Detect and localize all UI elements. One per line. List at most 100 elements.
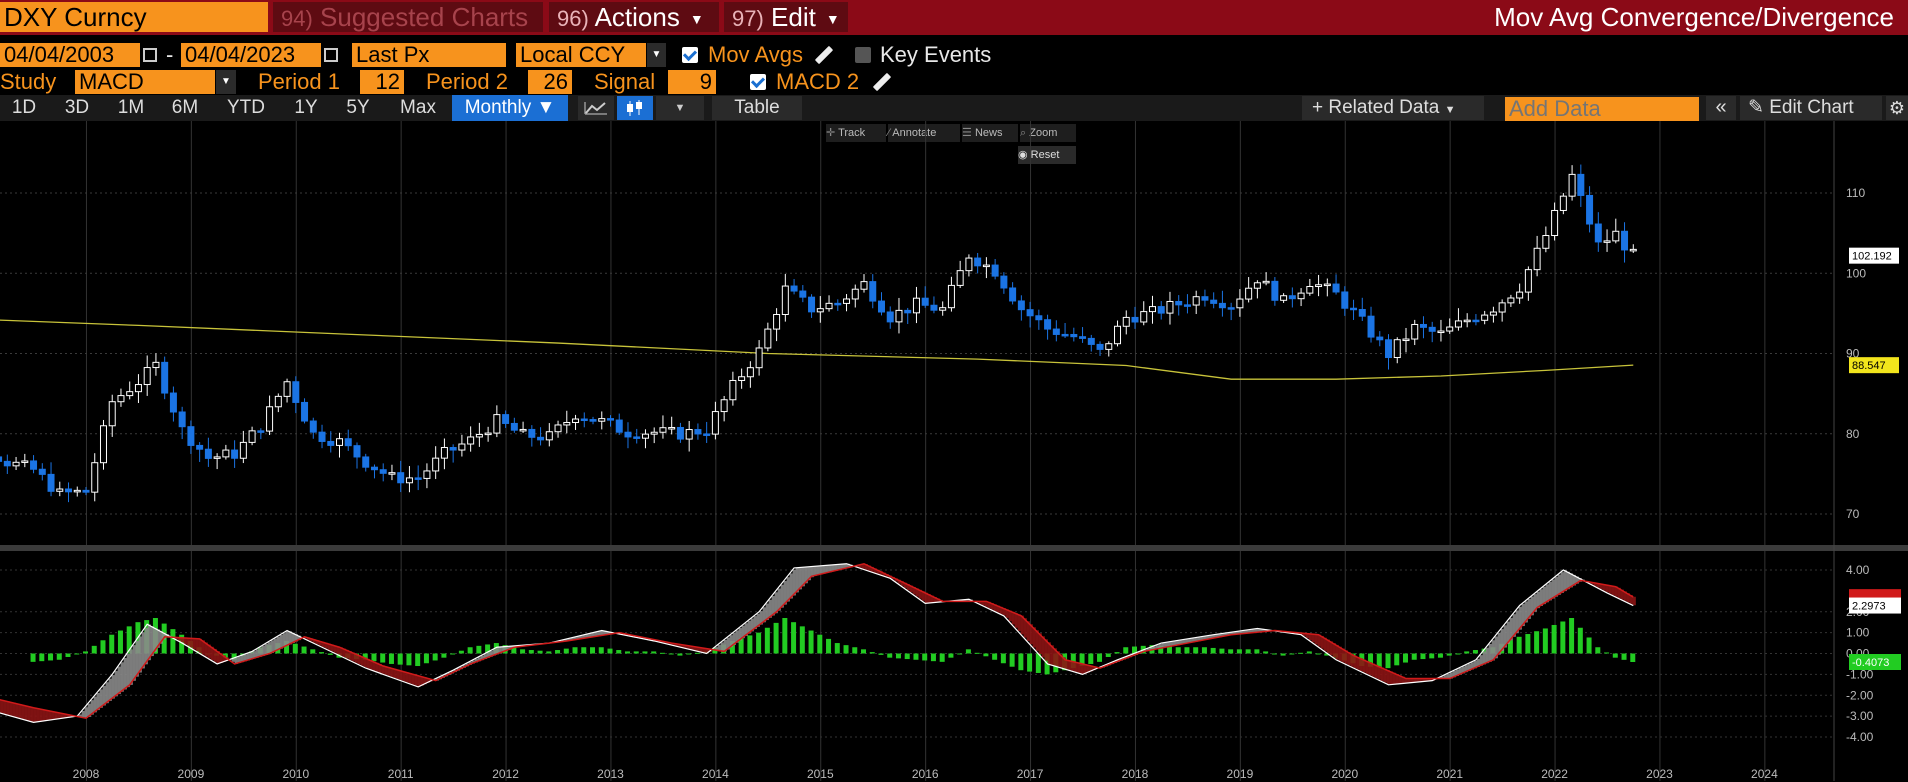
price-field-select[interactable]: Last Px [352, 43, 506, 67]
line-chart-icon[interactable] [578, 96, 614, 120]
candle-body [169, 392, 177, 413]
histogram-bar [712, 647, 718, 654]
candle-body [204, 448, 212, 459]
chevron-down-icon[interactable]: ▼ [647, 43, 666, 67]
fill-slice [1446, 673, 1450, 679]
fill-slice [816, 566, 820, 576]
fill-slice [390, 668, 394, 678]
signal-input[interactable]: 9 [668, 70, 716, 94]
fill-slice [198, 638, 202, 653]
fill-slice [1092, 666, 1096, 671]
gear-icon[interactable]: ⚙ [1886, 96, 1908, 120]
chevron-down-icon[interactable]: ▼ [656, 96, 704, 120]
fill-slice [1560, 572, 1564, 593]
macd2-checkbox[interactable] [750, 74, 766, 90]
pencil-icon[interactable] [872, 72, 892, 92]
fill-slice [864, 564, 868, 570]
fill-slice [240, 655, 244, 663]
related-data-button[interactable]: + Related Data ▼ [1302, 96, 1484, 120]
fill-slice [63, 713, 67, 719]
candle-body [1175, 300, 1183, 306]
table-button[interactable]: Table [712, 96, 802, 120]
news-tool[interactable]: ☰ News [962, 124, 1018, 142]
currency-select[interactable]: Local CCY [516, 43, 646, 67]
macd-y-tick-label: -2.00 [1846, 688, 1874, 702]
price-and-macd-chart[interactable]: 2008 2009 2010 2011 2012 2013 2014 2015 2016 2017… [0, 121, 1908, 782]
macd-line [0, 563, 1634, 723]
pencil-icon[interactable] [814, 45, 834, 65]
fill-slice [81, 710, 85, 718]
suggested-charts-button[interactable]: 94) Suggested Charts [273, 2, 543, 32]
signal-label: Signal [594, 69, 656, 94]
chevron-down-icon[interactable]: ▼ [216, 70, 236, 94]
frequency-select[interactable]: Monthly ▼ [452, 95, 568, 121]
fill-slice [291, 632, 295, 643]
candle-body [1472, 319, 1480, 323]
fill-slice [54, 711, 58, 720]
candle-body [222, 449, 230, 458]
reset-button[interactable]: ◉ Reset [1018, 146, 1076, 164]
fill-slice [264, 643, 268, 655]
track-tool[interactable]: ✛ Track [826, 124, 886, 142]
start-date-field[interactable]: 04/04/2003 [0, 43, 140, 67]
period1-input[interactable]: 12 [360, 70, 404, 94]
fill-slice [1374, 664, 1378, 679]
ticker-field[interactable]: DXY Curncy [0, 2, 268, 32]
end-date-field[interactable]: 04/04/2023 [181, 43, 321, 67]
range-1m-button[interactable]: 1M [117, 97, 145, 118]
zoom-tool[interactable]: ⌕ Zoom [1020, 124, 1076, 142]
fill-slice [1620, 589, 1624, 600]
key-events-checkbox[interactable] [855, 47, 871, 63]
candle-body [1297, 292, 1305, 300]
histogram-bar [939, 653, 945, 662]
candle-body [1542, 235, 1550, 249]
range-3d-button[interactable]: 3D [64, 97, 90, 118]
fill-slice [489, 651, 493, 657]
candle-body [965, 257, 973, 272]
fill-slice [312, 639, 316, 643]
period2-input[interactable]: 26 [528, 70, 572, 94]
histogram-bar [1516, 636, 1522, 654]
candle-body [563, 422, 571, 426]
fill-slice [996, 605, 1000, 613]
range-5y-button[interactable]: 5Y [346, 97, 370, 118]
collapse-icon[interactable]: « [1706, 96, 1736, 120]
mov-avgs-checkbox[interactable] [682, 47, 698, 63]
fill-slice [936, 598, 940, 603]
histogram-bar [397, 653, 403, 665]
fill-slice [297, 635, 301, 641]
range-1d-button[interactable]: 1D [11, 97, 37, 118]
candle-body [292, 381, 300, 403]
edit-button[interactable]: 97) Edit ▼ [724, 2, 848, 32]
add-data-input[interactable] [1505, 97, 1699, 121]
candle-body [484, 432, 492, 436]
calendar-icon[interactable] [324, 48, 338, 62]
range-6m-button[interactable]: 6M [171, 97, 199, 118]
fill-slice [1515, 610, 1519, 634]
fill-slice [1053, 648, 1057, 666]
edit-chart-button[interactable]: ✎ Edit Chart [1740, 96, 1882, 120]
fill-slice [411, 673, 415, 685]
range-max-button[interactable]: Max [400, 97, 436, 118]
reset-icon: ◉ [1018, 149, 1028, 161]
actions-button[interactable]: 96) Actions ▼ [549, 2, 719, 32]
fill-slice [987, 601, 991, 609]
histogram-bar [423, 653, 429, 664]
range-1y-button[interactable]: 1Y [294, 97, 318, 118]
fill-slice [273, 638, 277, 652]
fill-slice [3, 700, 7, 715]
study-select[interactable]: MACD [75, 70, 215, 94]
fill-slice [1206, 635, 1210, 640]
candlestick-chart-icon[interactable] [617, 96, 653, 120]
histogram-bar [791, 622, 797, 654]
candle-body [432, 457, 440, 472]
macd-y-tick-label: -1.00 [1846, 667, 1874, 681]
candle-body [615, 419, 623, 433]
candle-body [257, 430, 265, 433]
range-ytd-button[interactable]: YTD [227, 97, 265, 118]
fill-slice [123, 658, 127, 690]
calendar-icon[interactable] [143, 48, 157, 62]
candle-body [545, 431, 553, 441]
fill-slice [402, 671, 406, 682]
fill-slice [255, 649, 259, 658]
